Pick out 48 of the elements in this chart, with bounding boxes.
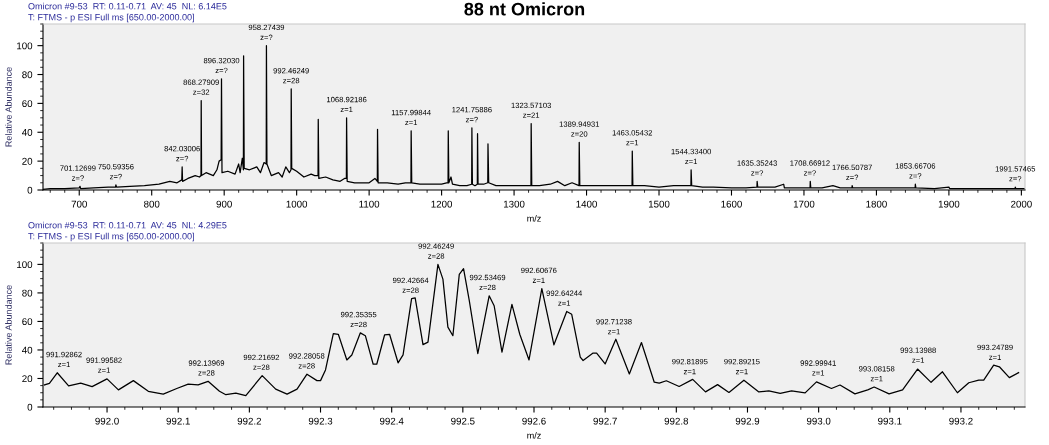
x-tick-label: 1700	[793, 200, 815, 208]
x-tick-label: 700	[71, 200, 87, 208]
x-tick-label: 992.6	[522, 417, 546, 425]
y-tick-label: 0	[27, 403, 33, 411]
y-tick-label: 100	[17, 261, 33, 269]
x-tick-label: 992.2	[237, 417, 262, 425]
x-tick-label: 1200	[431, 200, 453, 208]
x-tick-label: 1800	[866, 200, 887, 208]
text: T: FTMS - p ESI Full ms [650.00-2000.00]	[28, 232, 194, 242]
x-tick-label: 992.9	[735, 417, 760, 425]
x-tick-label: 992.1	[166, 417, 190, 425]
y-tick-label: 40	[21, 346, 33, 354]
x-tick-label: 900	[216, 200, 232, 208]
x-tick-label: 1100	[359, 200, 380, 208]
x-tick-label: 992.7	[593, 417, 617, 425]
x-axis-title: m/z	[527, 215, 541, 222]
text: T: FTMS - p ESI Full ms [650.00-2000.00]	[28, 13, 194, 23]
y-tick-label: 20	[22, 157, 33, 165]
x-tick-label: 1400	[576, 200, 597, 208]
x-tick-label: 1600	[721, 200, 742, 208]
y-tick-label: 100	[17, 42, 33, 50]
x-tick-label: 800	[144, 200, 160, 208]
chart-subtitle: Omicron #9-53 RT: 0.11-0.71 AV: 45 NL: 4.29E5	[28, 221, 227, 229]
x-tick-label: 1000	[286, 200, 308, 208]
x-tick-label: 1900	[938, 200, 960, 208]
x-tick-label: 993.0	[806, 417, 831, 425]
x-tick-label: 992.0	[95, 417, 119, 425]
y-tick-label: 20	[22, 375, 33, 383]
y-tick-label: 80	[22, 71, 33, 79]
x-tick-label: 992.4	[379, 417, 404, 425]
x-tick-label: 2000	[1011, 200, 1032, 208]
y-axis-title: Relative Abundance	[5, 285, 12, 365]
x-tick-label: 993.2	[949, 417, 973, 425]
y-tick-label: 80	[22, 289, 33, 297]
y-tick-label: 0	[27, 186, 33, 194]
x-tick-label: 992.5	[451, 417, 475, 425]
x-tick-label: 992.3	[308, 417, 333, 425]
y-axis-title: Relative Abundance	[5, 67, 12, 147]
x-tick-label: 1300	[504, 200, 525, 208]
x-tick-label: 992.8	[664, 417, 689, 425]
y-tick-label: 60	[22, 100, 33, 108]
x-axis-title: m/z	[527, 432, 541, 439]
chart-title: 88 nt Omicron	[464, 2, 585, 16]
y-tick-label: 40	[21, 128, 33, 136]
y-tick-label: 60	[22, 318, 33, 326]
x-tick-label: 1500	[648, 200, 670, 208]
chart-subtitle: Omicron #9-53 RT: 0.11-0.71 AV: 45 NL: 6.14E5	[28, 2, 227, 10]
x-tick-label: 993.1	[878, 417, 902, 425]
